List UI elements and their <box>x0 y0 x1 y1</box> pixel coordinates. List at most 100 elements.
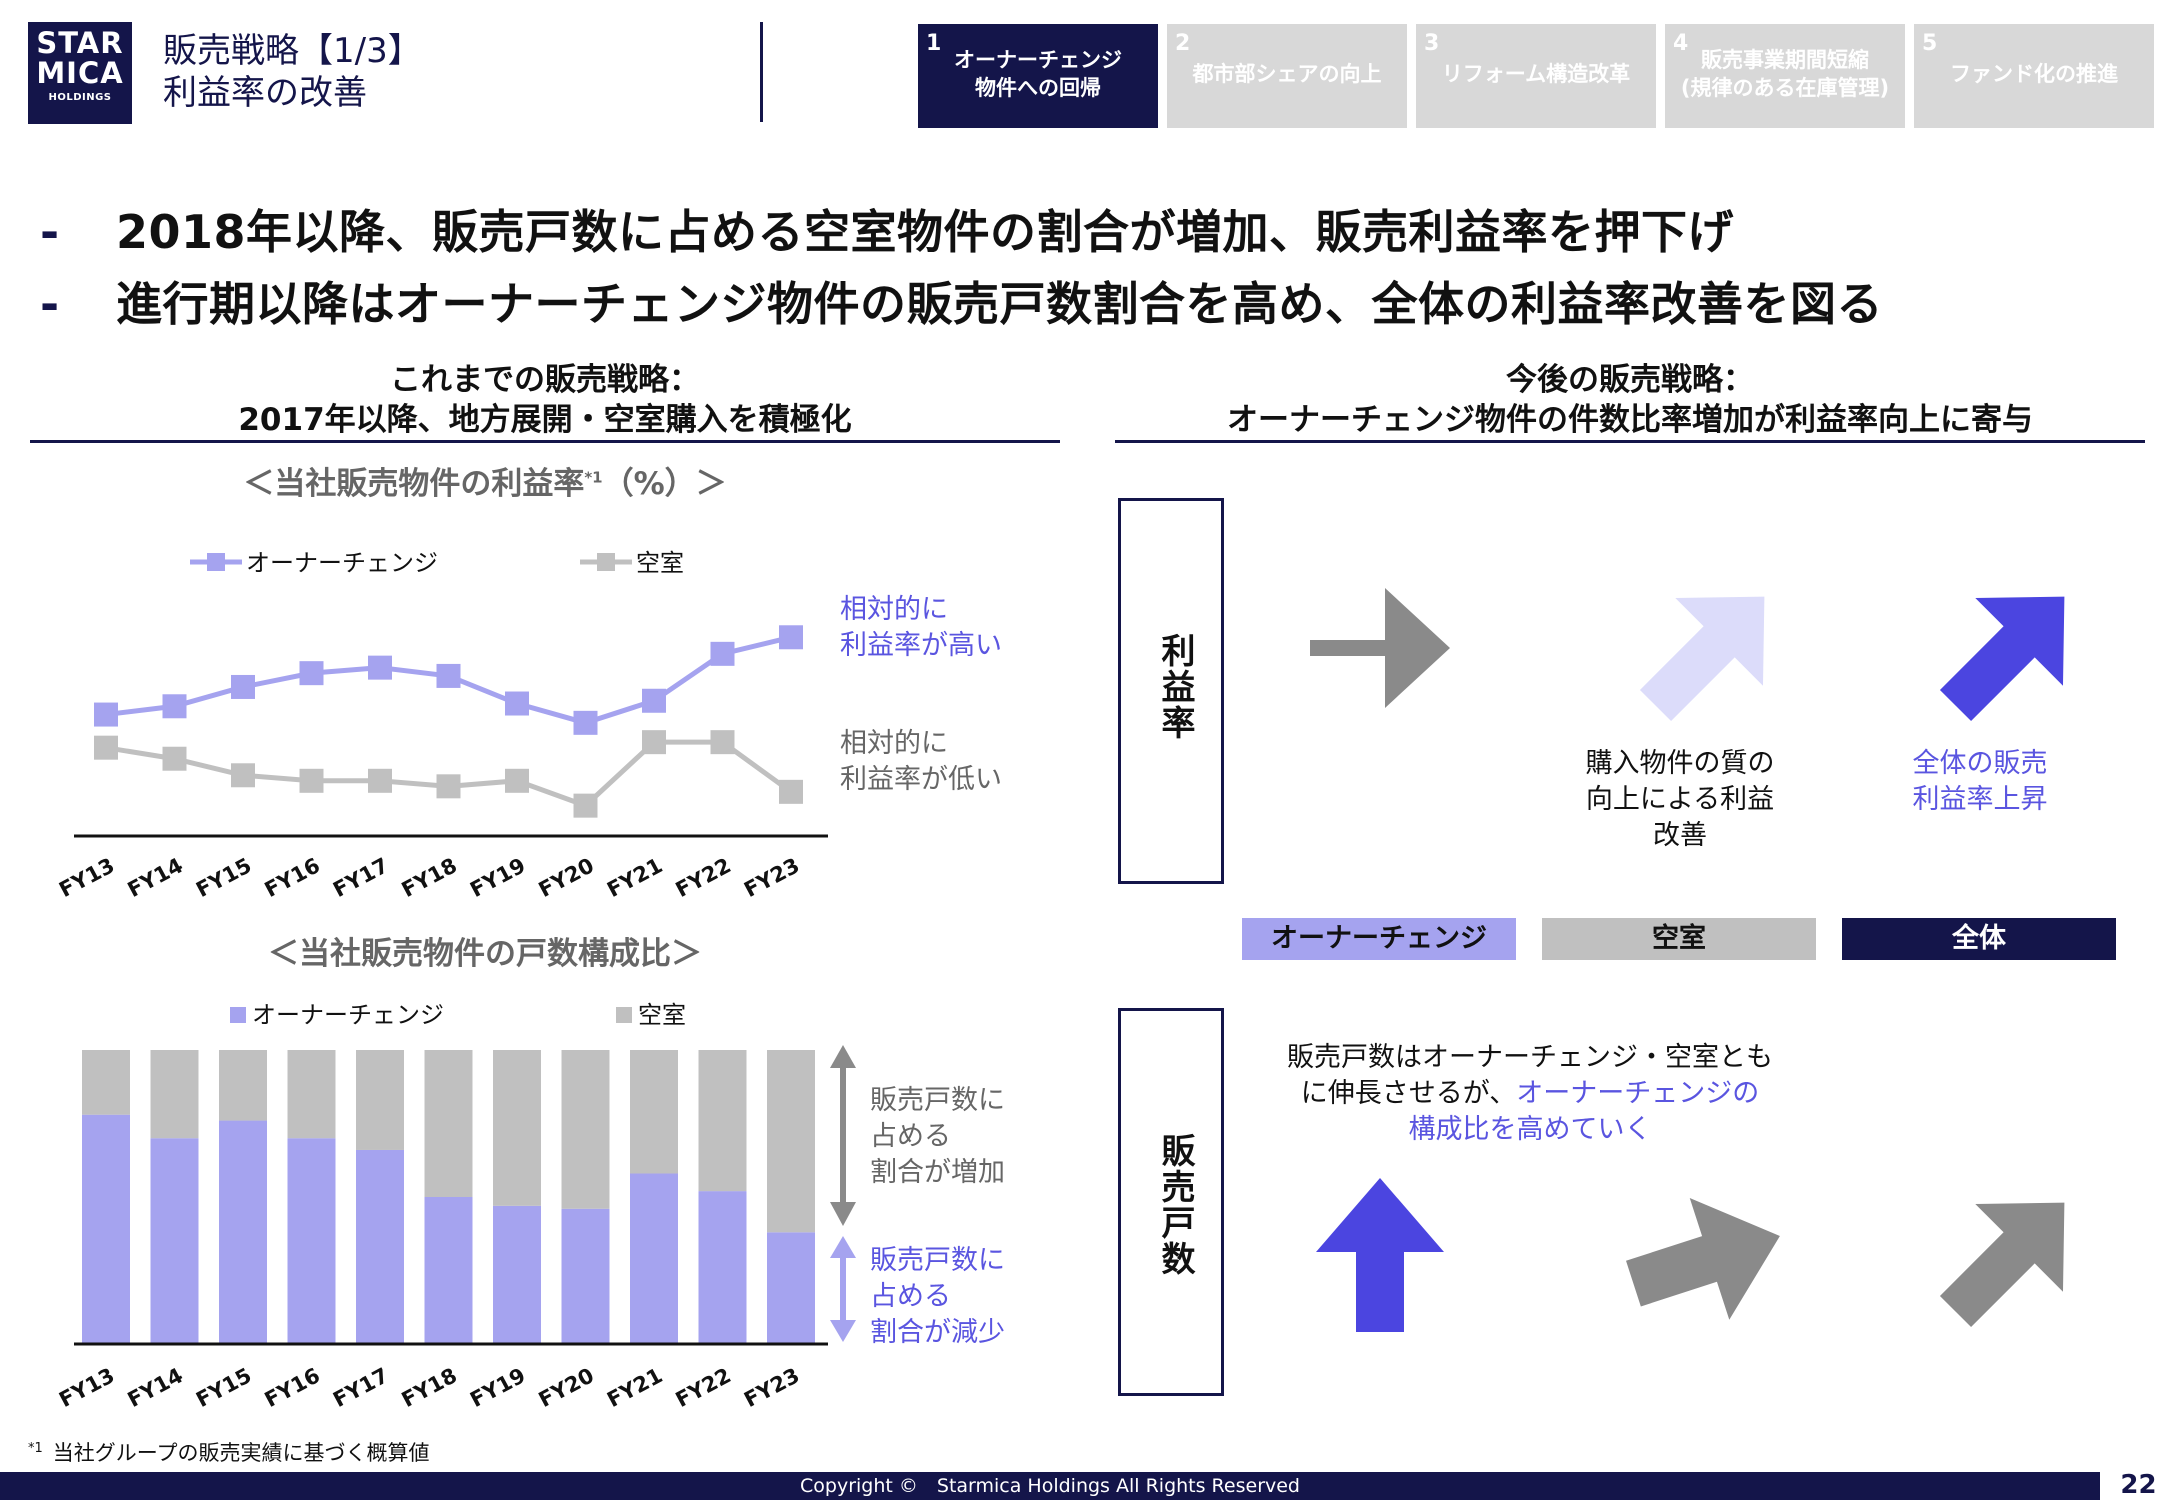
data-point <box>162 746 187 771</box>
increase-range-arrow <box>830 1045 856 1226</box>
bar-segment <box>493 1050 541 1206</box>
x-tick-label: FY23 <box>740 1363 803 1412</box>
tab-label-line2: (規律のある在庫管理) <box>1680 76 1890 100</box>
tab-label-line1: 都市部シェアの向上 <box>1192 62 1382 86</box>
tab-reform[interactable]: 3 リフォーム構造改革 <box>1416 24 1656 128</box>
total-note-line1: 全体の販売 <box>1912 748 2048 779</box>
bullet-text: 2018年以降、販売戸数に占める空室物件の割合が増加、販売利益率を押下げ <box>116 205 1735 259</box>
increase-line3: 割合が増加 <box>870 1157 1005 1188</box>
x-tick-label: FY15 <box>192 1363 255 1412</box>
owner-change-units-arrow-icon <box>1316 1178 1444 1332</box>
tab-number: 3 <box>1424 31 1440 56</box>
x-tick-label: FY14 <box>124 853 187 902</box>
increase-line1: 販売戸数に <box>870 1085 1005 1116</box>
legend-swatch <box>616 1007 632 1023</box>
x-tick-label: FY21 <box>603 1363 666 1412</box>
x-tick-label: FY21 <box>603 853 666 902</box>
category-total: 全体 <box>1842 918 2116 960</box>
tab-urban-share[interactable]: 2 都市部シェアの向上 <box>1167 24 1407 128</box>
logo-line3: HOLDINGS <box>48 92 112 103</box>
line-chart-title-main: ＜当社販売物件の利益率 <box>243 466 585 502</box>
left-heading-line1: これまでの販売戦略： <box>390 362 700 398</box>
bar-segment <box>561 1208 610 1344</box>
bar-segment <box>219 1050 267 1121</box>
units-note-line2a: に伸長させるが、 <box>1300 1078 1517 1109</box>
legend-label: 空室 <box>638 1001 686 1029</box>
bar-segment <box>767 1232 815 1344</box>
left-section-heading: これまでの販売戦略： 2017年以降、地方展開・空室購入を積極化 <box>30 360 1060 440</box>
x-tick-label: FY13 <box>55 1363 118 1412</box>
high-margin-line2: 利益率が高い <box>840 630 1002 661</box>
line-chart-title-unit: （%）＞ <box>602 466 727 502</box>
tab-number: 4 <box>1673 31 1689 56</box>
tab-fund[interactable]: 5 ファンド化の推進 <box>1914 24 2154 128</box>
units-arrows <box>1316 1178 2065 1332</box>
units-note-line2b: オーナーチェンジの <box>1516 1078 1760 1109</box>
data-point <box>94 702 118 727</box>
right-section-underline <box>1115 440 2145 443</box>
x-tick-label: FY17 <box>329 853 392 902</box>
high-margin-annotation: 相対的に 利益率が高い <box>840 592 1002 664</box>
tab-label-line1: リフォーム構造改革 <box>1441 62 1631 86</box>
x-tick-label: FY18 <box>398 1363 461 1412</box>
x-tick-label: FY19 <box>466 853 529 902</box>
legend-marker <box>207 553 225 571</box>
x-tick-label: FY23 <box>740 853 803 902</box>
vacant-note-line1: 購入物件の質の <box>1585 748 1775 779</box>
legend-swatch <box>230 1007 246 1023</box>
margin-row-label: 利益率 <box>1155 633 1195 741</box>
footnote-mark: *1 <box>28 1441 43 1456</box>
bar-segment <box>82 1050 130 1115</box>
decrease-line1: 販売戸数に <box>870 1245 1005 1276</box>
data-point <box>573 710 598 735</box>
legend-marker <box>597 553 615 571</box>
units-strategy-note: 販売戸数はオーナーチェンジ・空室とも に伸長させるが、オーナーチェンジの 構成比… <box>1250 1040 1810 1148</box>
x-tick-label: FY19 <box>466 1363 529 1412</box>
category-vacant: 空室 <box>1542 918 1816 960</box>
legend-label: オーナーチェンジ <box>252 1001 444 1029</box>
page-title: 販売戦略【1/3】 利益率の改善 <box>163 30 422 114</box>
right-section-heading: 今後の販売戦略： オーナーチェンジ物件の件数比率増加が利益率向上に寄与 <box>1115 360 2145 440</box>
bar-segment <box>356 1050 404 1150</box>
data-point <box>368 655 392 680</box>
bar-segment <box>287 1138 336 1344</box>
tab-label-line1: ファンド化の推進 <box>1950 62 2118 86</box>
x-tick-label: FY16 <box>261 1363 324 1412</box>
low-margin-line1: 相対的に <box>840 728 948 759</box>
units-row-label-box: 販売戸数 <box>1118 1008 1224 1396</box>
bar-segment <box>150 1050 199 1139</box>
vacant-note-line2: 向上による利益 <box>1585 784 1775 815</box>
header-divider <box>760 22 763 122</box>
bar-segment <box>698 1050 747 1192</box>
margin-row-label-box: 利益率 <box>1118 498 1224 884</box>
tab-sales-period[interactable]: 4 販売事業期間短縮 (規律のある在庫管理) <box>1665 24 1905 128</box>
vacant-margin-arrow-icon <box>1639 596 1765 722</box>
data-point <box>642 730 666 755</box>
x-tick-label: FY22 <box>672 853 735 902</box>
data-point <box>779 625 803 650</box>
bar-segment <box>287 1050 336 1139</box>
bar-segment <box>561 1050 610 1209</box>
x-tick-label: FY15 <box>192 853 255 902</box>
low-margin-annotation: 相対的に 利益率が低い <box>840 726 1002 798</box>
data-point <box>436 663 461 688</box>
tab-owner-change[interactable]: 1 オーナーチェンジ 物件への回帰 <box>918 24 1158 128</box>
line-chart-title-footnote-mark: *1 <box>584 468 603 487</box>
vacant-note-line3: 改善 <box>1653 820 1707 851</box>
bar-segment <box>424 1050 473 1197</box>
x-tick-label: FY20 <box>535 1363 598 1412</box>
bar-chart-title: ＜当社販売物件の戸数構成比＞ <box>268 936 702 972</box>
footnote-text: 当社グループの販売実績に基づく概算値 <box>52 1441 430 1465</box>
left-section-underline <box>30 440 1060 443</box>
tab-number: 2 <box>1175 31 1191 56</box>
units-note-line1: 販売戸数はオーナーチェンジ・空室とも <box>1287 1042 1773 1073</box>
data-point <box>231 763 255 788</box>
left-heading-line2: 2017年以降、地方展開・空室購入を積極化 <box>238 402 852 438</box>
total-margin-note: 全体の販売 利益率上昇 <box>1880 746 2080 818</box>
data-point <box>436 774 461 799</box>
x-tick-label: FY20 <box>535 853 598 902</box>
total-margin-arrow-icon <box>1939 596 2065 722</box>
data-point <box>299 661 324 686</box>
units-row-label: 販売戸数 <box>1155 1133 1195 1277</box>
high-margin-line1: 相対的に <box>840 594 948 625</box>
